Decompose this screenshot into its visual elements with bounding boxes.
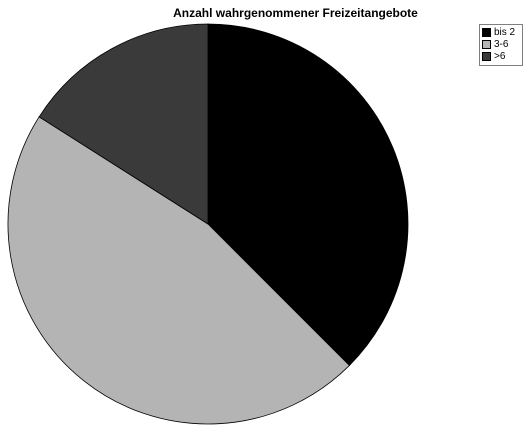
legend-label: bis 2 xyxy=(494,27,516,38)
pie-slice-2 xyxy=(7,116,350,425)
pie-slice-3 xyxy=(38,23,209,225)
legend-label: 3-6 xyxy=(494,39,509,50)
legend-swatch xyxy=(482,28,491,37)
legend-item: >6 xyxy=(482,51,522,62)
legend: bis 2 3-6 >6 xyxy=(479,24,523,66)
legend-item: 3-6 xyxy=(482,39,522,50)
legend-label: >6 xyxy=(494,51,506,62)
pie-slice-1 xyxy=(207,23,409,366)
chart-title: Anzahl wahrgenommener Freizeitangebote xyxy=(173,6,418,20)
legend-swatch xyxy=(482,40,491,49)
legend-swatch xyxy=(482,52,491,61)
legend-item: bis 2 xyxy=(482,27,522,38)
pie-slices xyxy=(7,23,409,425)
